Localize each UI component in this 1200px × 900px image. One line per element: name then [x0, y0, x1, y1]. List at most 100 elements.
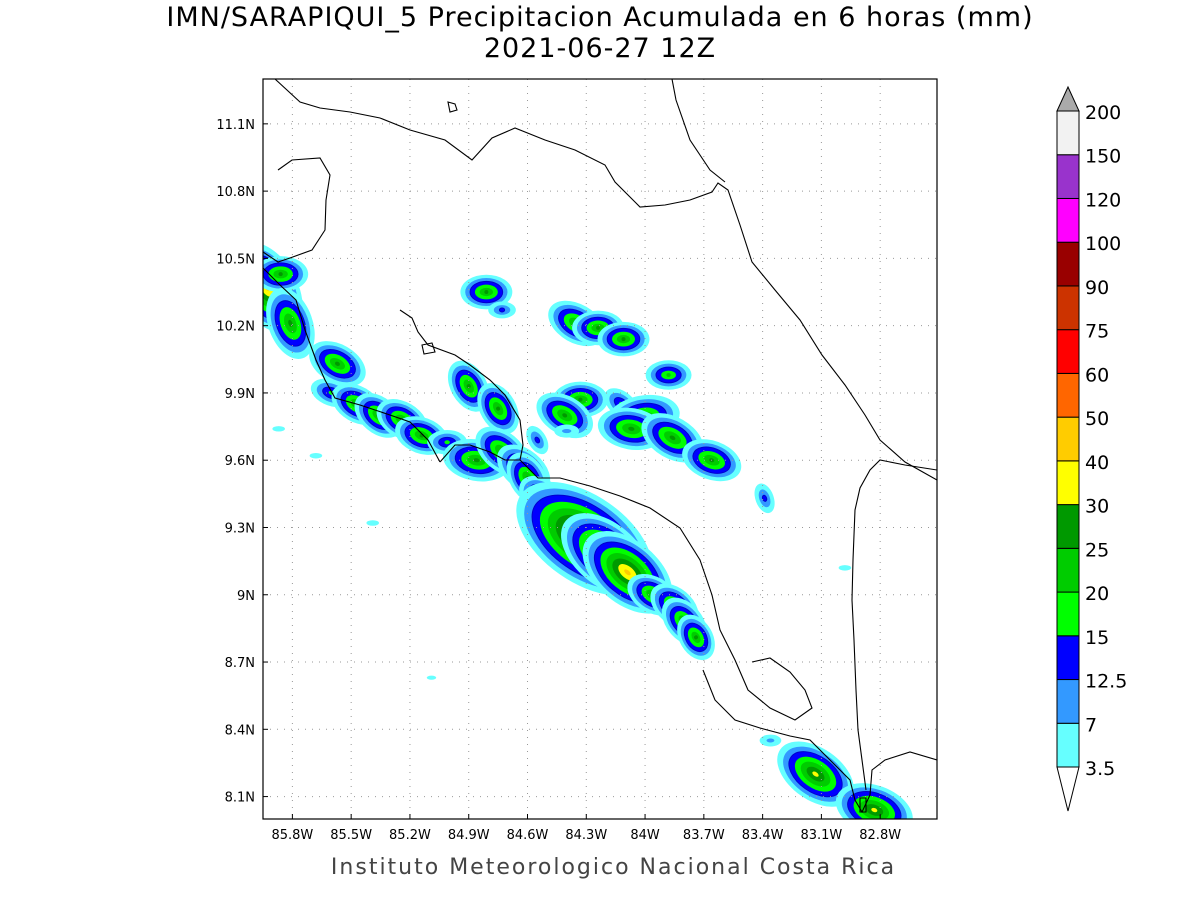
colorbar-swatch: [1056, 679, 1080, 724]
colorbar-label: 3.5: [1085, 758, 1115, 780]
precip-cell: [447, 360, 490, 412]
colorbar-swatch: [1056, 722, 1080, 768]
precip-cell: [777, 741, 854, 807]
island-small: [421, 342, 436, 355]
lat-tick-label: 10.8N: [216, 185, 255, 200]
precip-contour-7: [561, 429, 572, 434]
colorbar-swatch: [1056, 285, 1080, 331]
lat-tick-label: 11.1N: [216, 118, 255, 133]
osa-peninsula: [702, 669, 937, 814]
lon-tick-label: 84W: [630, 828, 660, 843]
colorbar-label: 7: [1085, 714, 1097, 736]
precip-contour-25: [596, 325, 601, 330]
colorbar-swatch: [1056, 372, 1080, 418]
lon-tick-label: 85.2W: [389, 828, 431, 843]
colorbar: 3.5 7 12.5 15 20 25 30 40 50 60 75 90 100 120 150 200: [1056, 85, 1127, 812]
lon-tick-label: 84.3W: [565, 828, 607, 843]
precip-contour-30: [871, 807, 878, 813]
precip-cell: [460, 274, 513, 310]
gridlines: [263, 79, 937, 819]
precip-contour-25: [694, 635, 699, 640]
colorbar-swatch: [1056, 329, 1080, 374]
colorbar-label: 50: [1085, 408, 1109, 430]
lon-tick-label: 82.8W: [859, 828, 901, 843]
colorbar-swatch: [1056, 635, 1080, 681]
colorbar-swatch: [1056, 154, 1080, 199]
lon-tick-label: 84.9W: [448, 828, 490, 843]
burica-marker: [859, 797, 867, 813]
plot-frame: [262, 78, 938, 820]
lat-tick-label: 10.5N: [216, 252, 255, 267]
colorbar-label: 100: [1085, 233, 1121, 255]
precip-contour-25: [473, 458, 480, 463]
precip-contour-7: [766, 738, 775, 743]
precip-contour-3.5: [366, 520, 379, 526]
colorbar-swatch: [1056, 591, 1080, 637]
colorbar-label: 40: [1085, 452, 1109, 474]
lon-tick-label: 83.4W: [742, 828, 784, 843]
precip-cell: [272, 426, 285, 432]
colorbar-over-arrow: [1056, 85, 1080, 112]
precip-cell: [677, 614, 715, 661]
colorbar-label: 15: [1085, 627, 1109, 649]
precip-contour-30: [812, 771, 819, 777]
footer-credit: Instituto Meteorologico Nacional Costa R…: [330, 855, 897, 880]
coastlines: [263, 79, 937, 814]
lat-tick-label: 8.1N: [225, 791, 255, 806]
precip-cell: [426, 675, 437, 680]
precip-contour-15: [444, 440, 450, 445]
lon-tick-label: 83.1W: [800, 828, 842, 843]
colorbar-label: 30: [1085, 496, 1109, 518]
lat-tick-label: 9.6N: [225, 454, 255, 469]
pacific-coast-nicoya: [263, 267, 441, 463]
colorbar-label: 200: [1085, 102, 1121, 124]
precip-cell: [309, 452, 323, 459]
precip-contour-25: [621, 337, 626, 342]
lat-tick-label: 9.3N: [225, 521, 255, 536]
precip-cell: [645, 360, 692, 390]
colorbar-label: 150: [1085, 146, 1121, 168]
precip-contour-25: [669, 435, 676, 441]
precip-contour-3.5: [838, 565, 852, 571]
precip-contour-25: [484, 290, 489, 295]
lat-tick-label: 8.7N: [225, 656, 255, 671]
map-subtitle-date: 2021-06-27 12Z: [483, 33, 717, 64]
colorbar-swatch: [1056, 110, 1080, 156]
precip-layer: [263, 242, 913, 819]
precip-cell: [759, 734, 782, 747]
precip-contour-12.5: [498, 307, 506, 313]
precip-contour-3.5: [309, 452, 323, 459]
precip-cell: [526, 425, 549, 455]
lon-tick-label: 84.6W: [507, 828, 549, 843]
precip-cell: [366, 520, 379, 526]
precip-contour-25: [578, 397, 583, 402]
colorbar-swatch: [1056, 416, 1080, 462]
precip-contour-25: [278, 272, 283, 277]
colorbar-swatch: [1056, 547, 1080, 593]
colorbar-label: 60: [1085, 364, 1109, 386]
lat-tick-label: 8.4N: [225, 723, 255, 738]
precip-cell: [754, 483, 775, 514]
colorbar-swatch: [1056, 197, 1080, 243]
lat-tick-label: 10.2N: [216, 320, 255, 335]
island: [447, 101, 458, 113]
colorbar-under-arrow: [1056, 766, 1080, 812]
lat-tick-label: 9N: [237, 589, 255, 604]
precip-contour-40: [624, 569, 631, 576]
precip-contour-25: [334, 361, 340, 366]
lake-nicaragua-shore: [274, 79, 937, 481]
colorbar-label: 25: [1085, 539, 1109, 561]
colorbar-swatch: [1056, 241, 1080, 287]
axis-ticks: 85.8W 85.5W 85.2W 84.9W 84.6W 84.3W 84W 83.7W 83…: [216, 118, 901, 843]
nicaragua-border: [263, 157, 331, 263]
lon-tick-label: 85.5W: [330, 828, 372, 843]
precip-contour-3.5: [272, 426, 285, 432]
precip-cell: [597, 321, 650, 357]
lon-tick-label: 85.8W: [271, 828, 313, 843]
lat-tick-label: 9.9N: [225, 387, 255, 402]
precip-contour-25: [466, 384, 471, 389]
colorbar-label: 20: [1085, 583, 1109, 605]
precip-cell: [536, 392, 594, 439]
